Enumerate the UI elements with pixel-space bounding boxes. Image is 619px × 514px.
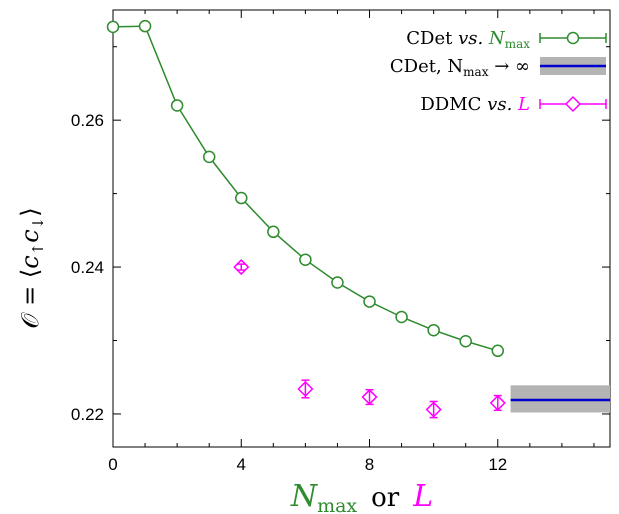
cdet-point xyxy=(363,295,376,308)
y-axis-title-down: ↓ xyxy=(29,217,47,230)
cdet-point xyxy=(106,20,120,34)
ddmc-point xyxy=(233,258,250,276)
legend-label-extrap: CDet, Nmax → ∞ xyxy=(390,56,530,79)
x-tick-label: 12 xyxy=(488,455,507,474)
legend-swatch-cdet-marker xyxy=(566,31,580,45)
cdet-point xyxy=(491,344,505,358)
plot-frame xyxy=(112,9,611,448)
legend-label-ddmc: DDMC vs. L xyxy=(420,94,530,115)
cdet-point xyxy=(202,150,216,164)
y-tick-label: 0.22 xyxy=(71,405,104,424)
cdet-point xyxy=(299,253,312,266)
cdet-point xyxy=(331,276,344,289)
cdet-point xyxy=(395,310,408,324)
y-axis-title-lhs: 𝒪 = ⟨ xyxy=(16,269,44,329)
y-axis-title-rhs: ⟩ xyxy=(16,207,44,216)
legend-swatch-ddmc-marker xyxy=(564,95,582,113)
cdet-point xyxy=(170,99,184,112)
cdet-point xyxy=(267,225,280,239)
ddmc-point xyxy=(297,380,314,398)
x-tick-label: 0 xyxy=(108,455,117,474)
cdet-point xyxy=(459,334,472,348)
y-axis-title-c1: c xyxy=(16,255,44,268)
ddmc-point xyxy=(489,394,506,411)
ddmc-point xyxy=(425,401,442,418)
y-tick-label: 0.26 xyxy=(71,111,104,130)
x-axis-title-or: or xyxy=(371,483,400,513)
x-axis-title-l: L xyxy=(412,479,433,514)
x-tick-label: 4 xyxy=(237,455,246,474)
cdet-point xyxy=(427,323,440,337)
cdet-point xyxy=(138,19,152,33)
y-axis-title-up: ↑ xyxy=(29,243,47,256)
x-axis-title-max: max xyxy=(317,495,357,514)
y-axis-title: 𝒪 = ⟨c↑c↓⟩ xyxy=(16,207,47,328)
y-tick-label: 0.24 xyxy=(71,258,104,277)
x-tick-label: 8 xyxy=(365,455,374,474)
cdet-point xyxy=(235,191,248,205)
y-axis-title-c2: c xyxy=(16,229,44,242)
x-axis-title-n: N xyxy=(290,479,319,514)
x-axis-title: Nmax or L xyxy=(290,479,433,514)
ddmc-point xyxy=(361,388,378,406)
legend-label-cdet: CDet vs. Nmax xyxy=(406,28,530,51)
